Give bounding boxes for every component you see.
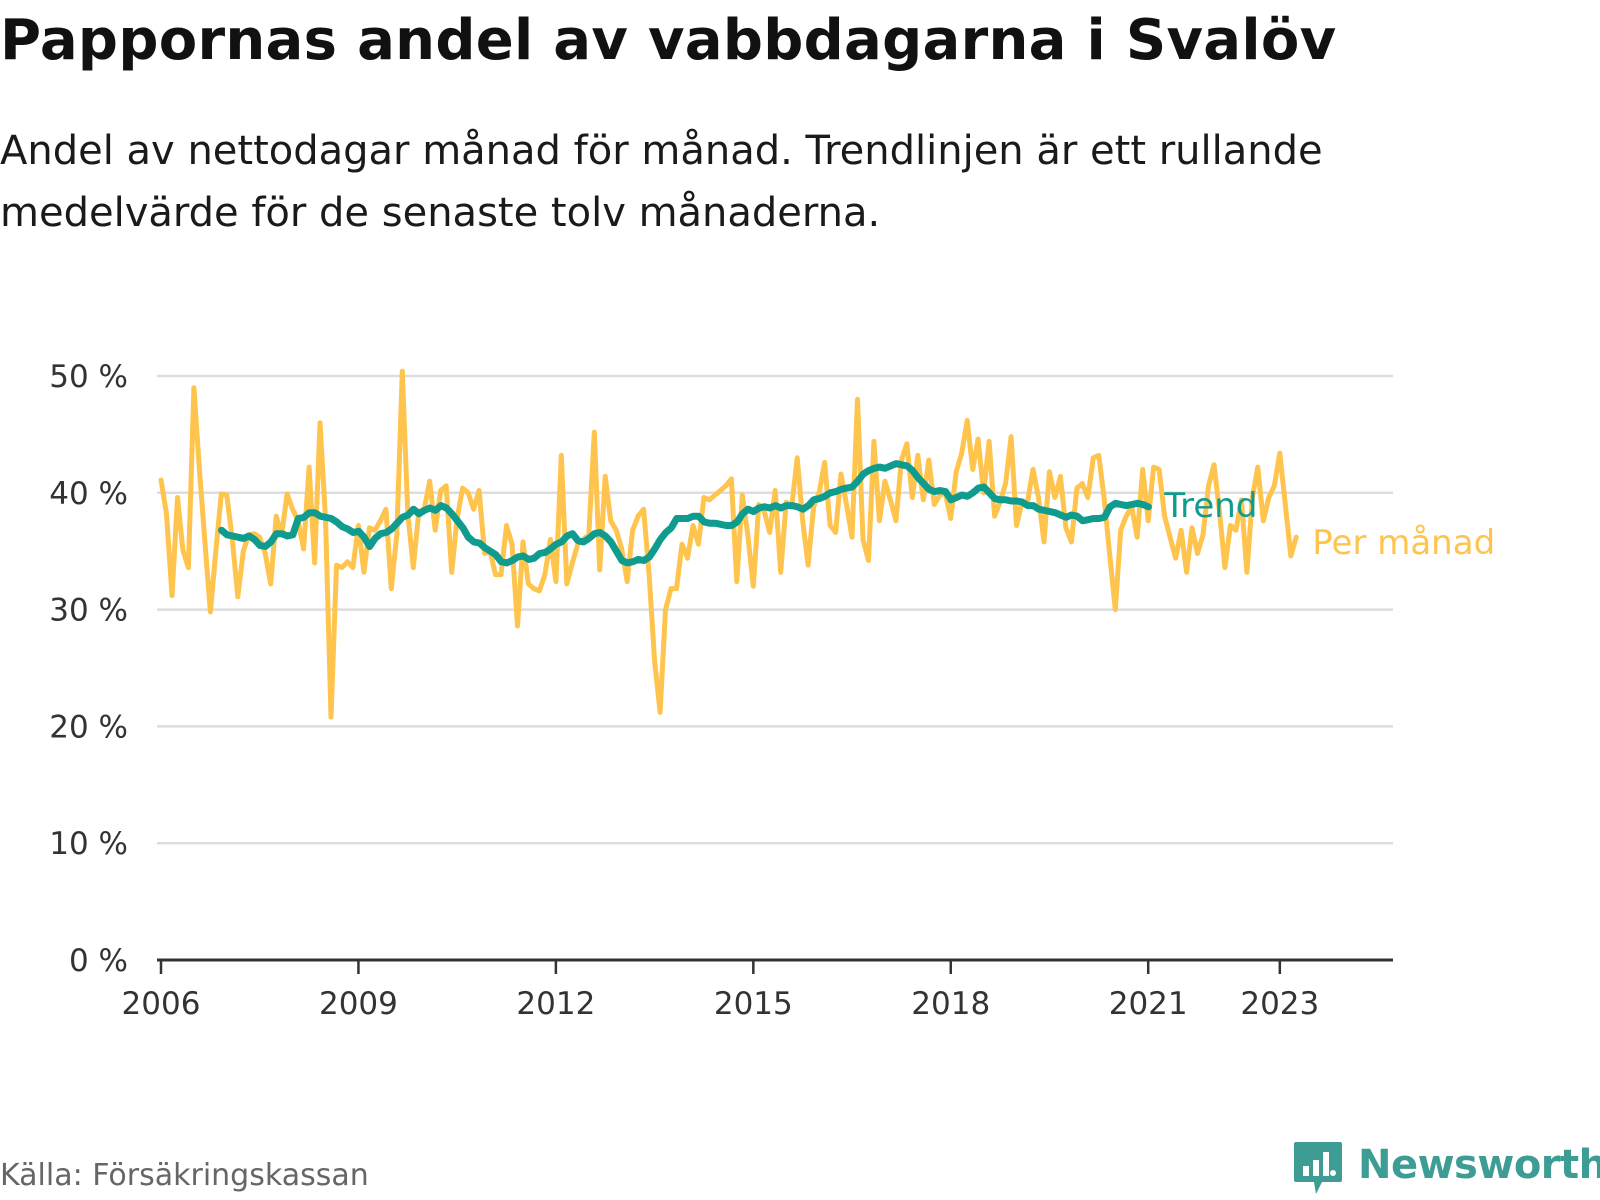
brand-logo: Newsworthy <box>1292 1140 1600 1200</box>
monthly-series-label: Per månad <box>1312 523 1495 563</box>
trend-series-line <box>218 460 1152 567</box>
x-tick-label: 2006 <box>122 986 201 1022</box>
chart-subtitle: Andel av nettodagar månad för månad. Tre… <box>0 128 1323 236</box>
monthly-series-line <box>158 368 1299 720</box>
y-tick-label: 50 % <box>49 359 128 395</box>
y-axis-ticks: 0 % 10 % 20 % 30 % 40 % 50 % <box>49 359 128 979</box>
y-tick-label: 30 % <box>49 593 128 629</box>
series-lines <box>158 368 1299 720</box>
x-axis-ticks: 2006 2009 2012 2015 2018 2021 2023 <box>122 960 1319 1022</box>
source-note: Källa: Försäkringskassan <box>0 1158 369 1193</box>
y-tick-label: 10 % <box>49 826 128 862</box>
x-tick-label: 2018 <box>911 986 990 1022</box>
x-tick-label: 2009 <box>319 986 398 1022</box>
x-tick-label: 2012 <box>516 986 595 1022</box>
y-tick-label: 20 % <box>49 709 128 745</box>
trend-series-label: Trend <box>1163 486 1257 526</box>
x-tick-label: 2021 <box>1109 986 1188 1022</box>
x-tick-label: 2015 <box>714 986 793 1022</box>
series-labels: Per månad Trend <box>1163 486 1495 563</box>
chart-title: Pappornas andel av vabbdagarna i Svalöv <box>0 8 1337 73</box>
x-tick-label: 2023 <box>1240 986 1319 1022</box>
y-tick-label: 0 % <box>69 943 128 979</box>
brand-name: Newsworthy <box>1358 1142 1600 1188</box>
bar-chart-speech-bubble-icon <box>1294 1142 1342 1194</box>
y-tick-label: 40 % <box>49 476 128 512</box>
grid-lines <box>157 374 1393 962</box>
